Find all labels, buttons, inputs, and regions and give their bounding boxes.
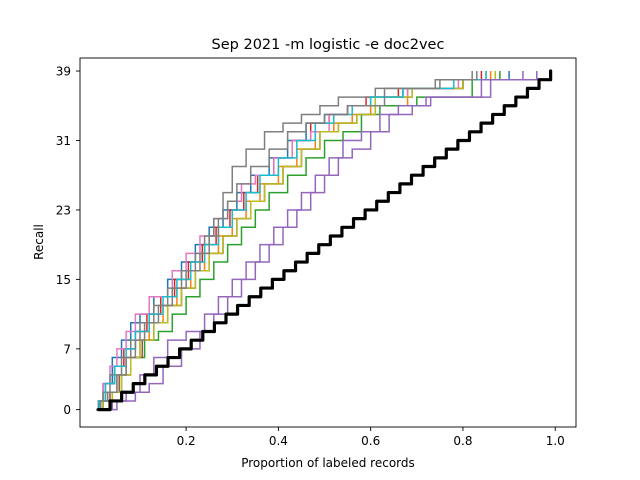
- y-tick-label: 23: [56, 203, 71, 217]
- y-tick-label: 39: [56, 65, 71, 79]
- x-tick-label: 0.2: [177, 434, 196, 448]
- recall-curve-3: [98, 71, 501, 411]
- recall-curve-12: [96, 71, 478, 411]
- x-tick-label: 0.4: [269, 434, 288, 448]
- recall-curve-8: [96, 71, 473, 411]
- plot-frame: [79, 57, 577, 428]
- y-tick-label: 0: [63, 403, 71, 417]
- y-tick-label: 7: [63, 342, 71, 356]
- y-axis-label: Recall: [32, 224, 46, 260]
- y-tick-label: 31: [56, 134, 71, 148]
- plot-area: [79, 57, 577, 428]
- x-tick-label: 1.0: [546, 434, 565, 448]
- y-axis-ticks: 0 7 15 23 31 39: [56, 65, 80, 417]
- recall-curve-7: [96, 71, 487, 411]
- x-axis-label: Proportion of labeled records: [241, 456, 415, 470]
- recall-curve-1: [96, 71, 510, 411]
- recall-curve-11: [100, 71, 524, 411]
- x-axis-ticks: 0.2 0.4 0.6 0.8 1.0: [177, 427, 565, 448]
- x-tick-label: 0.6: [361, 434, 380, 448]
- random-baseline-curve: [96, 69, 553, 412]
- recall-curve-6: [98, 71, 497, 411]
- x-tick-label: 0.8: [453, 434, 472, 448]
- y-tick-label: 15: [56, 273, 71, 287]
- recall-curve-10: [96, 71, 487, 411]
- series-layer: [96, 69, 553, 412]
- recall-curve-9: [98, 71, 497, 411]
- recall-curve-2: [96, 71, 492, 411]
- chart-title: Sep 2021 -m logistic -e doc2vec: [212, 37, 445, 53]
